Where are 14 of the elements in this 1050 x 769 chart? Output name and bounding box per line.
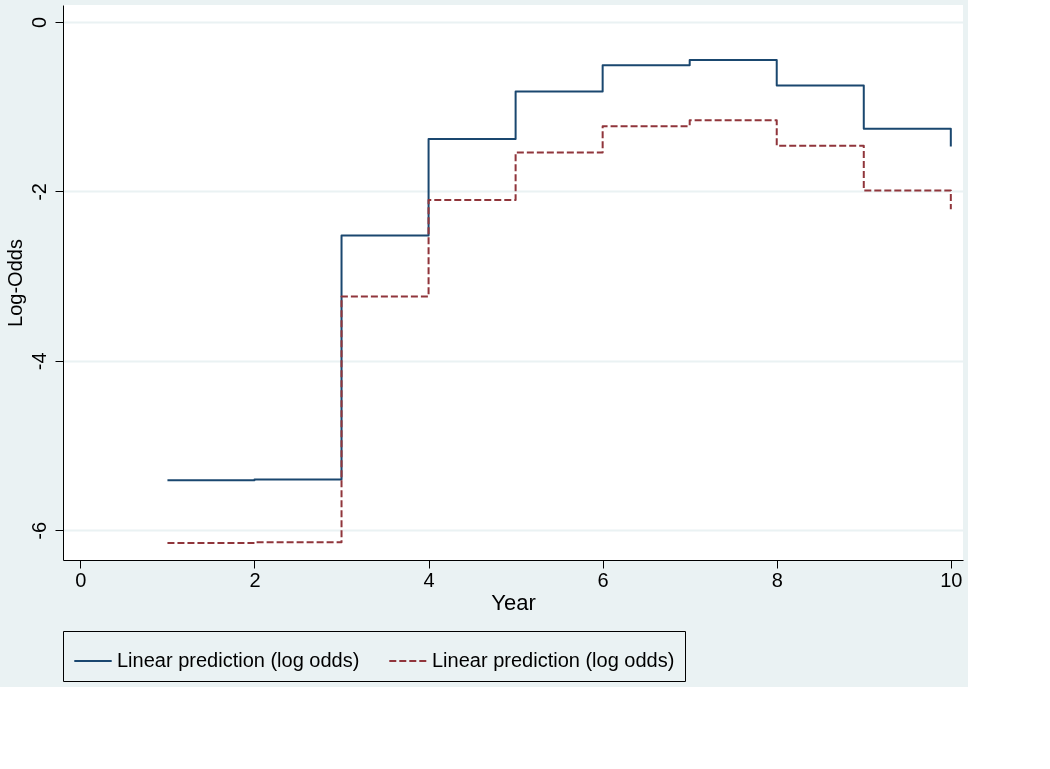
- x-tick-label: 10: [940, 568, 963, 591]
- y-tick-label: -4: [27, 352, 50, 371]
- legend-label: Linear prediction (log odds): [117, 649, 360, 671]
- x-tick-label: 4: [423, 568, 435, 591]
- y-tick-label: -2: [27, 183, 50, 201]
- legend-label: Linear prediction (log odds): [432, 649, 675, 671]
- x-tick-label: 8: [771, 568, 783, 591]
- x-tick-label: 0: [75, 568, 87, 591]
- x-tick-label: 6: [597, 568, 609, 591]
- y-axis-title: Log-Odds: [3, 239, 26, 327]
- y-tick-label: -6: [27, 521, 50, 540]
- x-axis-title: Year: [491, 589, 536, 615]
- x-tick-label: 2: [249, 568, 261, 591]
- y-tick-label: 0: [27, 16, 50, 29]
